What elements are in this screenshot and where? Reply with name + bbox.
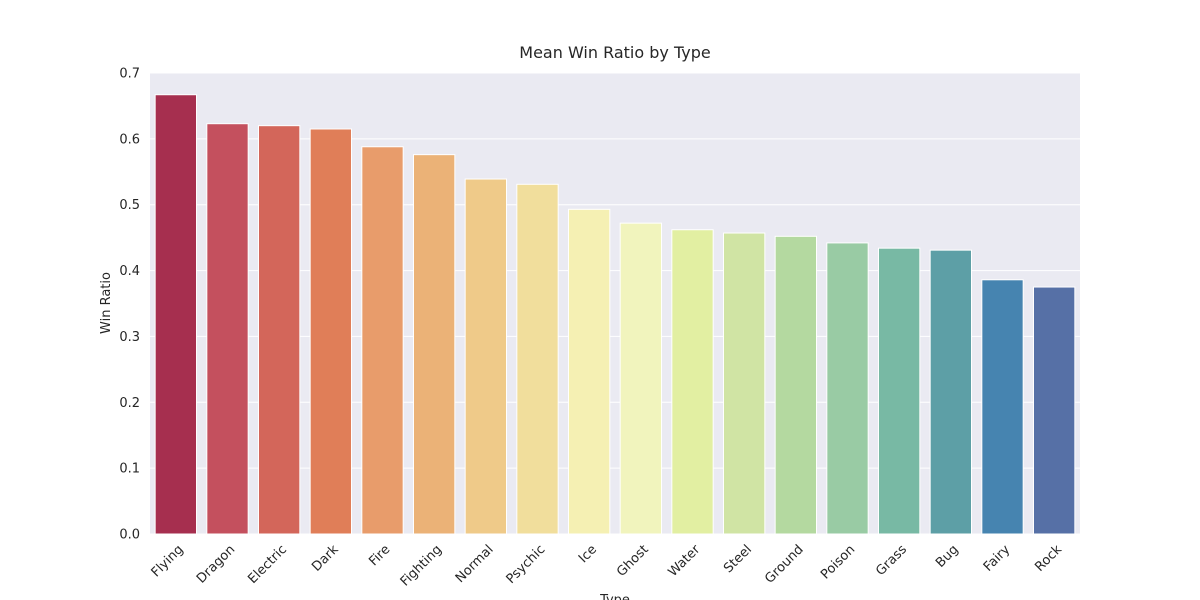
x-tick-label: Ice <box>576 542 600 566</box>
plot-background <box>150 73 1080 534</box>
x-tick-label: Poison <box>818 542 858 582</box>
bar <box>878 247 921 535</box>
chart-title: Mean Win Ratio by Type <box>519 43 710 62</box>
bar <box>1033 286 1076 535</box>
bar <box>568 208 611 535</box>
x-tick-label: Dragon <box>194 542 238 586</box>
x-tick-label: Rock <box>1032 542 1065 575</box>
bar <box>206 123 249 535</box>
x-tick-label: Psychic <box>504 542 549 587</box>
x-axis-label: Type <box>599 593 630 600</box>
bar <box>671 229 714 535</box>
y-tick-label: 0.4 <box>119 264 140 279</box>
bar <box>464 178 507 535</box>
bar <box>413 154 456 535</box>
bar <box>516 183 559 535</box>
y-tick-label: 0.5 <box>119 198 140 213</box>
x-tick-label: Ghost <box>614 542 652 580</box>
bar <box>258 125 301 535</box>
bar <box>929 249 973 535</box>
x-tick-label: Steel <box>721 542 755 576</box>
x-tick-label: Normal <box>453 542 497 586</box>
y-axis-label: Win Ratio <box>99 272 114 334</box>
y-tick-label: 0.7 <box>119 67 140 82</box>
x-tick-label: Water <box>666 542 704 580</box>
bar <box>774 235 818 535</box>
x-tick-label: Ground <box>762 542 806 586</box>
bar <box>154 94 198 535</box>
x-tick-label: Fairy <box>981 542 1014 575</box>
bar <box>619 222 663 535</box>
x-tick-label: Dark <box>309 542 342 575</box>
x-tick-label: Fighting <box>398 542 445 589</box>
x-tick-label: Fire <box>366 542 393 569</box>
y-tick-label: 0.2 <box>119 396 140 411</box>
bar <box>361 146 404 535</box>
y-tick-label: 0.0 <box>119 528 140 543</box>
bar <box>981 279 1024 535</box>
bar <box>826 242 869 535</box>
bar <box>309 128 352 535</box>
y-tick-label: 0.1 <box>119 462 140 477</box>
bar <box>723 232 766 535</box>
x-tick-label: Grass <box>873 542 910 579</box>
x-tick-label: Bug <box>933 542 962 571</box>
y-tick-label: 0.3 <box>119 330 140 345</box>
y-tick-label: 0.6 <box>119 132 140 147</box>
x-tick-label: Electric <box>245 542 290 587</box>
x-tick-label: Flying <box>149 542 187 580</box>
